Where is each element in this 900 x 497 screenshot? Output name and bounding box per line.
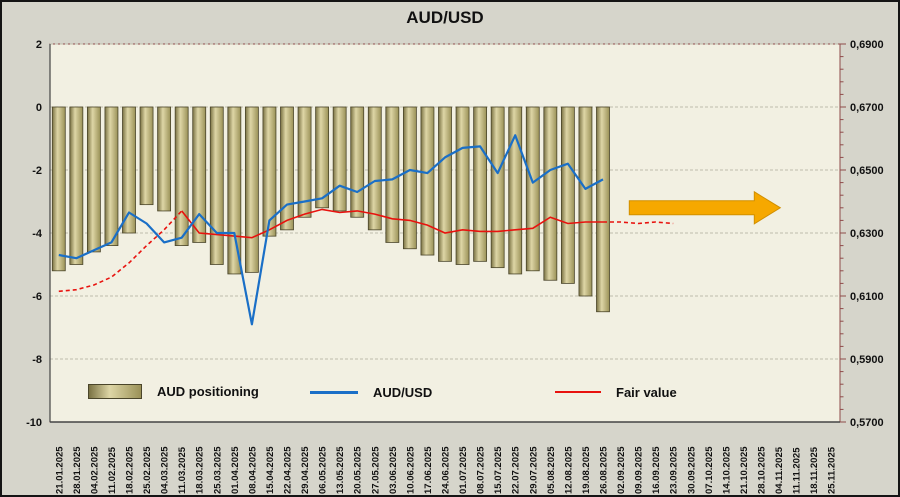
positioning-bar [473, 106, 488, 262]
right-axis-tick-label: 0,6100 [850, 291, 884, 303]
positioning-bar [122, 106, 136, 234]
positioning-bar [297, 106, 312, 218]
positioning-bar [244, 106, 259, 273]
x-axis-date-label: 25.02.2025 [142, 446, 153, 494]
left-axis-tick-label: -10 [26, 417, 42, 429]
left-axis-tick-label: -6 [32, 291, 42, 303]
fair-value-line-dashed-start [58, 210, 183, 293]
positioning-bar [69, 106, 84, 265]
x-axis-date-label: 02.09.2025 [616, 446, 627, 494]
positioning-bar [438, 106, 452, 262]
x-axis-date-label: 25.11.2025 [827, 446, 838, 494]
positioning-bar [280, 106, 294, 231]
left-axis-tick-label: -2 [32, 165, 42, 177]
left-axis-tick-label: -4 [32, 228, 43, 240]
x-axis-date-label: 21.01.2025 [54, 446, 65, 494]
positioning-bar [262, 106, 277, 237]
x-axis-date-label: 13.05.2025 [335, 446, 346, 494]
x-axis-date-label: 19.08.2025 [581, 446, 592, 494]
x-axis-date-label: 06.05.2025 [318, 446, 329, 494]
x-axis-date-label: 29.07.2025 [528, 446, 539, 494]
x-axis-date-label: 04.11.2025 [774, 446, 785, 494]
positioning-bar [525, 106, 540, 272]
x-axis-date-label: 15.07.2025 [493, 446, 504, 494]
right-axis-tick-label: 0,6700 [850, 102, 884, 114]
positioning-bar [560, 106, 575, 284]
positioning-bar [490, 106, 505, 269]
positioning-bar [51, 106, 66, 272]
x-axis-date-label: 23.09.2025 [669, 446, 680, 494]
x-axis-date-label: 17.06.2025 [423, 446, 434, 494]
x-axis-date-label: 29.04.2025 [300, 446, 311, 494]
positioning-bar [455, 106, 470, 265]
chart-title: AUD/USD [406, 8, 484, 27]
x-axis-date-label: 16.09.2025 [651, 446, 662, 494]
x-axis-date-label: 11.03.2025 [177, 446, 188, 494]
right-axis-tick-label: 0,6300 [850, 228, 884, 240]
positioning-bar [192, 106, 207, 243]
positioning-bar [209, 106, 224, 265]
positioning-bar [578, 106, 593, 297]
x-axis-date-label: 09.09.2025 [634, 446, 645, 494]
positioning-bar [543, 106, 558, 281]
positioning-bar [596, 106, 610, 313]
positioning-bar [174, 106, 189, 247]
x-axis-date-label: 08.04.2025 [247, 446, 258, 494]
positioning-bar [227, 106, 242, 275]
x-axis-date-label: 27.05.2025 [370, 446, 381, 494]
x-axis-date-label: 12.08.2025 [563, 446, 574, 494]
audusd-line [58, 134, 604, 326]
positioning-bar [104, 106, 119, 247]
x-axis-date-label: 04.02.2025 [89, 446, 100, 494]
x-axis-date-label: 18.03.2025 [195, 446, 206, 494]
forward-arrow-icon [628, 190, 782, 225]
fair-value-line [181, 208, 603, 239]
right-axis-tick-label: 0,6500 [850, 165, 884, 177]
x-axis-date-label: 18.11.2025 [809, 446, 820, 494]
positioning-bar [350, 106, 365, 218]
x-axis-date-label: 11.11.2025 [792, 447, 803, 494]
positioning-bar [86, 106, 101, 253]
positioning-bar [420, 106, 435, 256]
x-axis-date-label: 04.03.2025 [160, 446, 171, 494]
x-axis-date-label: 20.05.2025 [353, 446, 364, 494]
positioning-bar [157, 106, 172, 212]
fair-value-line-forecast [603, 221, 674, 225]
positioning-bar [402, 106, 417, 250]
x-axis-date-label: 07.10.2025 [704, 446, 715, 494]
positioning-bar [508, 106, 523, 275]
x-axis-date-label: 03.06.2025 [388, 446, 399, 494]
left-axis-tick-label: 2 [36, 39, 42, 51]
x-axis-date-label: 22.04.2025 [283, 446, 294, 494]
left-axis-tick-label: 0 [36, 102, 42, 114]
left-axis-tick-label: -8 [32, 354, 42, 366]
x-axis-date-label: 01.04.2025 [230, 446, 241, 494]
positioning-bar [315, 106, 330, 209]
x-axis-date-label: 14.10.2025 [721, 446, 732, 494]
x-axis-date-label: 28.01.2025 [72, 446, 83, 494]
x-axis-date-label: 28.10.2025 [757, 446, 768, 494]
x-axis-date-label: 22.07.2025 [511, 446, 522, 494]
x-axis-date-label: 30.09.2025 [686, 446, 697, 494]
x-axis-date-label: 11.02.2025 [107, 446, 118, 494]
positioning-bar [332, 106, 347, 212]
x-axis-date-label: 01.07.2025 [458, 446, 469, 494]
positioning-bar [139, 106, 154, 206]
positioning-bar [385, 106, 400, 243]
x-axis-date-label: 05.08.2025 [546, 446, 557, 494]
right-axis-tick-label: 0,5900 [850, 354, 884, 366]
x-axis-date-label: 24.06.2025 [441, 446, 452, 494]
x-axis-date-label: 15.04.2025 [265, 446, 276, 494]
x-axis-date-label: 10.06.2025 [405, 446, 416, 494]
x-axis-date-label: 26.08.2025 [599, 446, 610, 494]
right-axis-tick-label: 0,5700 [850, 417, 884, 429]
x-axis-date-label: 08.07.2025 [476, 446, 487, 494]
positioning-bar [367, 106, 382, 231]
x-axis-date-label: 25.03.2025 [212, 446, 223, 494]
x-axis-date-label: 21.10.2025 [739, 446, 750, 494]
right-axis-tick-label: 0,6900 [850, 39, 884, 51]
x-axis-date-label: 18.02.2025 [125, 446, 136, 494]
